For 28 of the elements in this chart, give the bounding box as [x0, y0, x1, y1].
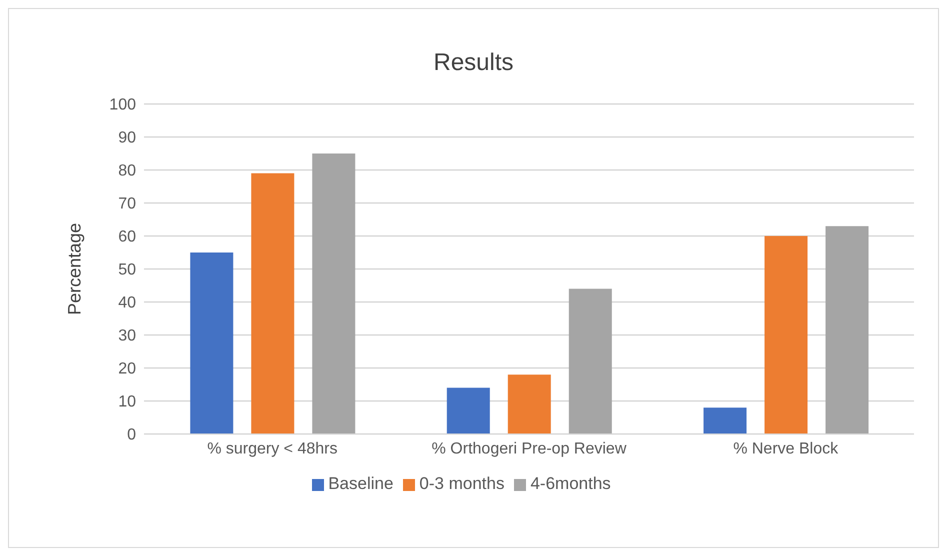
- bar: [704, 408, 747, 434]
- y-tick-label: 60: [118, 228, 136, 246]
- legend-label: 4-6months: [530, 474, 611, 493]
- bar: [312, 154, 356, 434]
- y-tick-label: 10: [118, 394, 136, 411]
- y-tick-label: 0: [127, 426, 136, 444]
- legend-label: 0-3 months: [419, 474, 504, 493]
- y-axis-title: Percentage: [64, 222, 84, 316]
- y-tick-label: 50: [118, 262, 136, 279]
- chart-title: Results: [432, 49, 515, 77]
- x-tick-label: % surgery < 48hrs: [207, 440, 338, 458]
- y-tick-label: 70: [118, 196, 136, 213]
- x-tick-label: % Nerve Block: [733, 440, 840, 458]
- y-tick-label: 80: [118, 162, 136, 180]
- bar: [190, 252, 234, 434]
- bar: [568, 288, 612, 434]
- bar: [826, 226, 869, 434]
- bar: [251, 173, 294, 434]
- y-tick-label: 20: [118, 360, 136, 378]
- y-tick-label: 100: [109, 96, 136, 114]
- legend-label: Baseline: [328, 474, 394, 493]
- y-tick-label: 40: [118, 294, 136, 312]
- bar: [508, 374, 551, 434]
- bar: [764, 236, 808, 434]
- bar: [446, 388, 490, 434]
- y-tick-label: 90: [118, 130, 136, 147]
- y-tick-label: 30: [118, 328, 136, 345]
- x-tick-label: % Orthogeri Pre-op Review: [432, 440, 627, 458]
